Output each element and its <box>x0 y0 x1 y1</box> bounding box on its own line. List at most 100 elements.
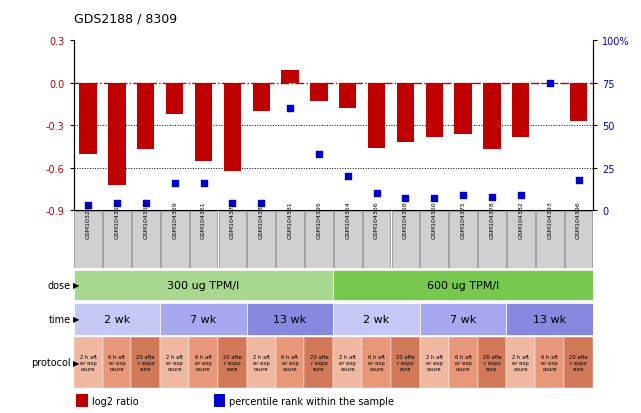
Text: GDS2188 / 8309: GDS2188 / 8309 <box>74 12 177 25</box>
Text: 20 afte
r expo
sure: 20 afte r expo sure <box>223 354 242 371</box>
Bar <box>281 71 299 83</box>
Text: GSM104393: GSM104393 <box>547 201 552 238</box>
Bar <box>224 83 241 171</box>
FancyBboxPatch shape <box>132 211 160 268</box>
FancyBboxPatch shape <box>74 211 102 268</box>
Bar <box>253 83 270 112</box>
Point <box>285 106 295 112</box>
Point <box>545 80 555 87</box>
FancyBboxPatch shape <box>449 337 478 388</box>
Text: ▶: ▶ <box>73 315 79 323</box>
Bar <box>483 83 501 150</box>
FancyBboxPatch shape <box>536 211 563 268</box>
Text: 13 wk: 13 wk <box>533 314 566 324</box>
Text: 2 h aft
er exp
osure: 2 h aft er exp osure <box>512 354 529 371</box>
Bar <box>310 83 328 102</box>
Text: 7 wk: 7 wk <box>190 314 217 324</box>
Text: protocol: protocol <box>31 357 71 368</box>
FancyBboxPatch shape <box>362 337 391 388</box>
FancyBboxPatch shape <box>304 337 333 388</box>
FancyBboxPatch shape <box>391 337 420 388</box>
FancyBboxPatch shape <box>333 303 420 335</box>
Point <box>140 201 151 207</box>
Bar <box>79 83 97 154</box>
FancyBboxPatch shape <box>103 211 131 268</box>
Text: 2 h aft
er exp
osure: 2 h aft er exp osure <box>339 354 356 371</box>
Point <box>487 194 497 200</box>
Text: GSM104354: GSM104354 <box>345 201 350 238</box>
Point <box>256 201 267 207</box>
Text: 6 h aft
er exp
osure: 6 h aft er exp osure <box>541 354 558 371</box>
Text: ▶: ▶ <box>73 358 79 367</box>
Text: GSM104382: GSM104382 <box>519 201 523 238</box>
Text: 7 wk: 7 wk <box>450 314 476 324</box>
Text: percentile rank within the sample: percentile rank within the sample <box>229 396 394 406</box>
Bar <box>570 83 587 122</box>
FancyBboxPatch shape <box>449 211 477 268</box>
FancyBboxPatch shape <box>478 211 506 268</box>
Bar <box>166 83 183 115</box>
Text: GSM104380: GSM104380 <box>259 201 263 238</box>
FancyBboxPatch shape <box>218 337 247 388</box>
Point <box>372 190 382 197</box>
Text: 6 h aft
er exp
osure: 6 h aft er exp osure <box>368 354 385 371</box>
FancyBboxPatch shape <box>334 211 362 268</box>
FancyBboxPatch shape <box>535 337 564 388</box>
FancyBboxPatch shape <box>363 211 390 268</box>
Bar <box>368 83 385 149</box>
Text: GSM104381: GSM104381 <box>288 201 292 238</box>
Text: 2 wk: 2 wk <box>363 314 390 324</box>
FancyBboxPatch shape <box>420 211 448 268</box>
Bar <box>108 83 126 185</box>
Text: GSM104396: GSM104396 <box>576 201 581 238</box>
Bar <box>454 83 472 135</box>
Bar <box>214 394 226 407</box>
Point <box>458 192 468 199</box>
Point <box>429 195 440 202</box>
Text: 2 wk: 2 wk <box>104 314 130 324</box>
Text: 2 h aft
er exp
osure: 2 h aft er exp osure <box>79 354 97 371</box>
FancyBboxPatch shape <box>74 337 103 388</box>
Point <box>574 177 584 183</box>
Bar <box>76 394 88 407</box>
Point <box>342 173 353 180</box>
FancyBboxPatch shape <box>507 211 535 268</box>
FancyBboxPatch shape <box>506 337 535 388</box>
Text: 20 afte
r expo
sure: 20 afte r expo sure <box>396 354 415 371</box>
Text: 2 h aft
er exp
osure: 2 h aft er exp osure <box>253 354 270 371</box>
Bar <box>541 83 558 85</box>
FancyBboxPatch shape <box>189 337 218 388</box>
Text: 6 h aft
er exp
osure: 6 h aft er exp osure <box>454 354 472 371</box>
FancyBboxPatch shape <box>247 337 276 388</box>
FancyBboxPatch shape <box>160 337 189 388</box>
Text: GSM104356: GSM104356 <box>374 201 379 238</box>
Text: 13 wk: 13 wk <box>274 314 306 324</box>
FancyBboxPatch shape <box>247 303 333 335</box>
Point <box>112 201 122 207</box>
Text: log2 ratio: log2 ratio <box>92 396 138 406</box>
FancyBboxPatch shape <box>160 303 247 335</box>
Bar <box>512 83 529 137</box>
Text: 20 afte
r expo
sure: 20 afte r expo sure <box>137 354 155 371</box>
Point <box>400 195 410 202</box>
FancyBboxPatch shape <box>276 337 304 388</box>
FancyBboxPatch shape <box>219 211 246 268</box>
Bar <box>195 83 212 161</box>
Text: 20 afte
r expo
sure: 20 afte r expo sure <box>483 354 501 371</box>
Point <box>314 152 324 158</box>
FancyBboxPatch shape <box>131 337 160 388</box>
FancyBboxPatch shape <box>247 211 275 268</box>
FancyBboxPatch shape <box>420 303 506 335</box>
Point <box>169 180 179 187</box>
FancyBboxPatch shape <box>103 337 131 388</box>
Bar <box>137 83 154 150</box>
FancyBboxPatch shape <box>478 337 506 388</box>
FancyBboxPatch shape <box>564 337 593 388</box>
Bar <box>426 83 443 137</box>
FancyBboxPatch shape <box>506 303 593 335</box>
Point <box>228 201 238 207</box>
Text: 20 afte
r expo
sure: 20 afte r expo sure <box>569 354 588 371</box>
FancyBboxPatch shape <box>276 211 304 268</box>
Text: GSM104395: GSM104395 <box>317 201 321 238</box>
Text: 600 ug TPM/l: 600 ug TPM/l <box>427 280 499 290</box>
